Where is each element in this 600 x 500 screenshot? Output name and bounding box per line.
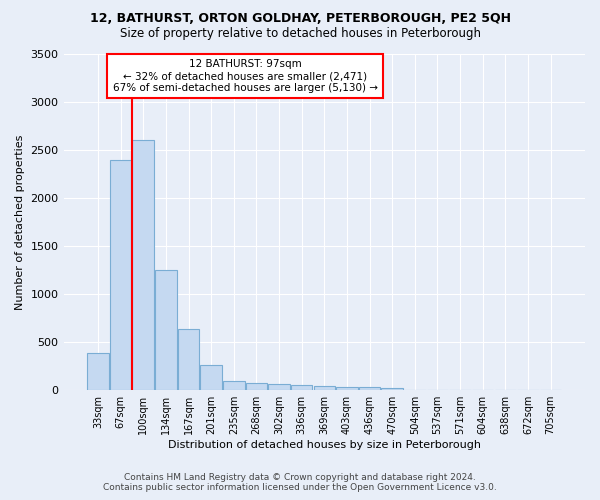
Bar	[268, 384, 290, 390]
Bar	[133, 140, 154, 390]
Text: Contains HM Land Registry data © Crown copyright and database right 2024.
Contai: Contains HM Land Registry data © Crown c…	[103, 473, 497, 492]
Bar	[336, 387, 358, 390]
Bar	[87, 352, 109, 390]
Bar	[200, 365, 222, 390]
Text: 12 BATHURST: 97sqm
← 32% of detached houses are smaller (2,471)
67% of semi-deta: 12 BATHURST: 97sqm ← 32% of detached hou…	[113, 60, 377, 92]
Bar	[155, 270, 176, 390]
Bar	[291, 386, 313, 390]
X-axis label: Distribution of detached houses by size in Peterborough: Distribution of detached houses by size …	[168, 440, 481, 450]
Bar	[382, 388, 403, 390]
Bar	[178, 328, 199, 390]
Text: Size of property relative to detached houses in Peterborough: Size of property relative to detached ho…	[119, 28, 481, 40]
Text: 12, BATHURST, ORTON GOLDHAY, PETERBOROUGH, PE2 5QH: 12, BATHURST, ORTON GOLDHAY, PETERBOROUG…	[89, 12, 511, 26]
Bar	[314, 386, 335, 390]
Y-axis label: Number of detached properties: Number of detached properties	[15, 134, 25, 310]
Bar	[359, 388, 380, 390]
Bar	[110, 160, 131, 390]
Bar	[245, 383, 267, 390]
Bar	[223, 380, 245, 390]
